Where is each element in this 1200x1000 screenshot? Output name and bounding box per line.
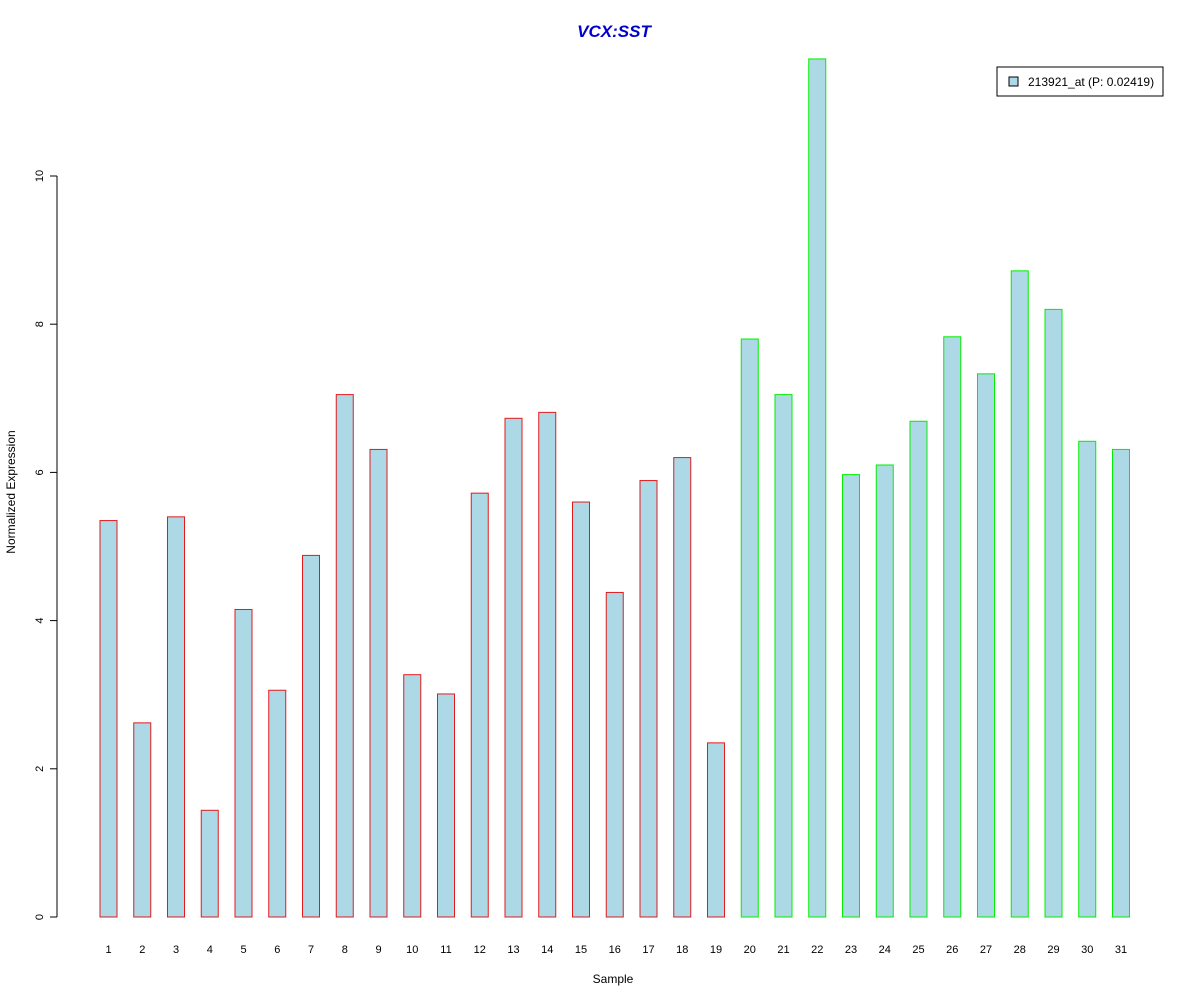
x-tick-label: 14 bbox=[541, 944, 553, 956]
x-axis-label: Sample bbox=[593, 972, 634, 986]
bar-sample-2 bbox=[133, 722, 152, 918]
bar-sample-20 bbox=[740, 338, 759, 918]
legend: 213921_at (P: 0.02419) bbox=[996, 66, 1164, 97]
bar-sample-14 bbox=[538, 411, 557, 918]
x-tick-label: 28 bbox=[1014, 944, 1026, 956]
legend-label: 213921_at (P: 0.02419) bbox=[1028, 75, 1154, 89]
x-tick-label: 29 bbox=[1047, 944, 1059, 956]
x-tick-label: 24 bbox=[879, 944, 891, 956]
bar-sample-4 bbox=[200, 809, 219, 918]
legend-swatch bbox=[1008, 76, 1019, 87]
bar-sample-31 bbox=[1112, 448, 1130, 918]
y-tick-label: 10 bbox=[34, 170, 46, 182]
bar-sample-15 bbox=[572, 501, 590, 918]
x-tick-label: 10 bbox=[406, 944, 418, 956]
bar-sample-11 bbox=[437, 693, 455, 918]
x-tick-label: 31 bbox=[1115, 944, 1127, 956]
y-axis: 0 2 4 6 8 10 bbox=[34, 170, 58, 920]
bar-sample-19 bbox=[707, 742, 725, 918]
bar-sample-21 bbox=[774, 394, 793, 918]
chart-title: VCX:SST bbox=[577, 22, 652, 41]
y-tick-label: 6 bbox=[34, 469, 46, 475]
x-tick-label: 9 bbox=[375, 944, 381, 956]
x-tick-label: 1 bbox=[105, 944, 111, 956]
bar-sample-3 bbox=[167, 516, 185, 918]
bar-sample-8 bbox=[335, 394, 354, 918]
bars bbox=[99, 58, 1130, 918]
x-tick-label: 11 bbox=[440, 944, 451, 956]
x-tick-label: 12 bbox=[474, 944, 486, 956]
bar-sample-10 bbox=[403, 674, 422, 918]
x-tick-label: 20 bbox=[744, 944, 756, 956]
bar-sample-9 bbox=[369, 448, 388, 918]
x-tick-label: 21 bbox=[777, 944, 789, 956]
y-tick-label: 4 bbox=[34, 618, 46, 624]
legend-box bbox=[996, 66, 1164, 97]
bar-sample-17 bbox=[639, 480, 658, 918]
bar-sample-26 bbox=[943, 336, 962, 918]
x-tick-label: 8 bbox=[342, 944, 348, 956]
x-tick-label: 19 bbox=[710, 944, 722, 956]
bar-sample-5 bbox=[234, 608, 253, 918]
bar-sample-16 bbox=[605, 591, 624, 918]
bar-sample-6 bbox=[268, 689, 287, 918]
x-tick-label: 4 bbox=[207, 944, 213, 956]
x-tick-label: 22 bbox=[811, 944, 823, 956]
bar-sample-12 bbox=[470, 492, 489, 918]
bar-sample-23 bbox=[842, 474, 860, 918]
x-tick-label: 17 bbox=[642, 944, 654, 956]
bar-sample-1 bbox=[99, 520, 118, 918]
x-tick-labels: 1 2 3 4 5 6 7 8 9 10 11 12 13 14 15 16 17 18 19 20 21 22 23 24 2… bbox=[105, 944, 1127, 956]
bar-sample-29 bbox=[1044, 308, 1063, 918]
y-axis-label: Normalized Expression bbox=[4, 430, 18, 553]
x-tick-label: 7 bbox=[308, 944, 314, 956]
x-tick-label: 16 bbox=[609, 944, 621, 956]
x-tick-label: 27 bbox=[980, 944, 992, 956]
bar-sample-28 bbox=[1010, 270, 1029, 918]
bar-sample-7 bbox=[302, 554, 320, 918]
x-tick-label: 15 bbox=[575, 944, 587, 956]
y-tick-label: 8 bbox=[34, 321, 46, 327]
x-tick-label: 25 bbox=[912, 944, 924, 956]
x-tick-label: 13 bbox=[507, 944, 519, 956]
bar-sample-18 bbox=[673, 457, 692, 918]
y-tick-label: 0 bbox=[34, 914, 46, 920]
bar-sample-27 bbox=[977, 373, 995, 918]
x-tick-label: 6 bbox=[274, 944, 280, 956]
x-tick-label: 30 bbox=[1081, 944, 1093, 956]
y-tick-label: 2 bbox=[34, 766, 46, 772]
x-tick-label: 23 bbox=[845, 944, 857, 956]
bar-sample-30 bbox=[1078, 440, 1097, 918]
x-tick-label: 26 bbox=[946, 944, 958, 956]
x-tick-label: 2 bbox=[139, 944, 145, 956]
bar-sample-13 bbox=[504, 417, 523, 918]
bar-sample-25 bbox=[909, 420, 928, 918]
x-tick-label: 5 bbox=[240, 944, 246, 956]
bar-sample-22 bbox=[808, 58, 827, 918]
x-tick-label: 3 bbox=[173, 944, 179, 956]
bar-sample-24 bbox=[875, 464, 894, 918]
x-tick-label: 18 bbox=[676, 944, 688, 956]
